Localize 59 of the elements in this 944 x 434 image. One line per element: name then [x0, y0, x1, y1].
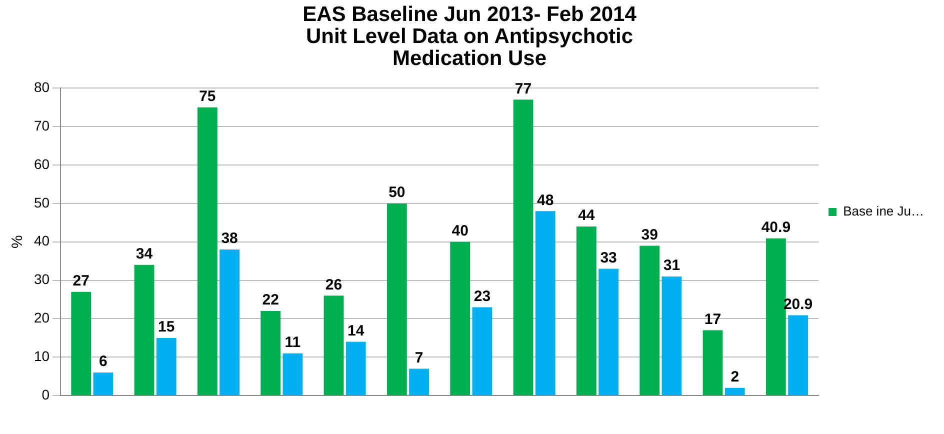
bar: [260, 311, 281, 396]
bar: [513, 100, 534, 396]
y-tick-label: 70: [34, 117, 50, 134]
data-label: 2: [730, 368, 740, 386]
y-axis-title: %: [9, 235, 26, 249]
data-label: 40.9: [761, 219, 791, 236]
data-label: 6: [99, 353, 108, 370]
bar: [197, 107, 218, 396]
data-label: 22: [262, 292, 279, 309]
bar: [724, 388, 745, 396]
bar: [282, 353, 303, 396]
bar: [702, 330, 723, 396]
bar: [766, 238, 786, 396]
y-tick-label: 20: [34, 310, 50, 326]
data-label: 50: [388, 184, 406, 202]
bar: [220, 250, 240, 396]
bar: [535, 211, 556, 396]
bar: [576, 226, 596, 396]
data-label: 23: [474, 288, 491, 305]
bar: [386, 203, 407, 396]
chart-title: EAS Baseline Jun 2013- Feb 2014 Unit Level Data on Antipsychotic Medication Use: [302, 2, 637, 70]
data-label: 27: [72, 272, 90, 290]
y-tick-label: 50: [34, 194, 50, 210]
data-label: 40: [452, 222, 468, 240]
bar: [93, 372, 114, 396]
y-tick-label: 0: [42, 386, 50, 402]
bar: [450, 242, 470, 396]
bar: [788, 315, 808, 396]
data-label: 17: [704, 310, 722, 328]
bar: [409, 368, 429, 396]
data-label: 39: [641, 226, 658, 244]
data-label: 75: [199, 88, 216, 106]
data-label: 77: [514, 80, 532, 98]
y-tick-label: 30: [34, 271, 50, 288]
legend-label: Base ine Ju…: [843, 204, 924, 219]
bar: [346, 342, 366, 396]
data-label: 15: [158, 318, 175, 336]
y-tick-label: 40: [34, 232, 50, 249]
data-label: 14: [348, 322, 365, 340]
bar: [324, 296, 344, 396]
data-label: 33: [600, 249, 617, 266]
data-label: 11: [284, 334, 301, 351]
bar: [640, 246, 660, 396]
bar: [662, 276, 682, 396]
bar: [71, 292, 92, 396]
data-label: 38: [221, 230, 238, 248]
data-label: 44: [578, 207, 596, 224]
data-label: 31: [663, 257, 680, 274]
y-tick-label: 80: [34, 79, 50, 96]
data-label: 48: [537, 192, 554, 209]
bar: [156, 338, 176, 396]
bar: [472, 307, 492, 396]
data-label: 26: [325, 276, 342, 294]
y-tick-label: 60: [34, 156, 50, 172]
data-label: 7: [414, 349, 424, 366]
bar: [134, 264, 154, 396]
data-label: 34: [136, 246, 154, 263]
bar: [598, 268, 618, 396]
y-tick-label: 10: [34, 348, 50, 364]
